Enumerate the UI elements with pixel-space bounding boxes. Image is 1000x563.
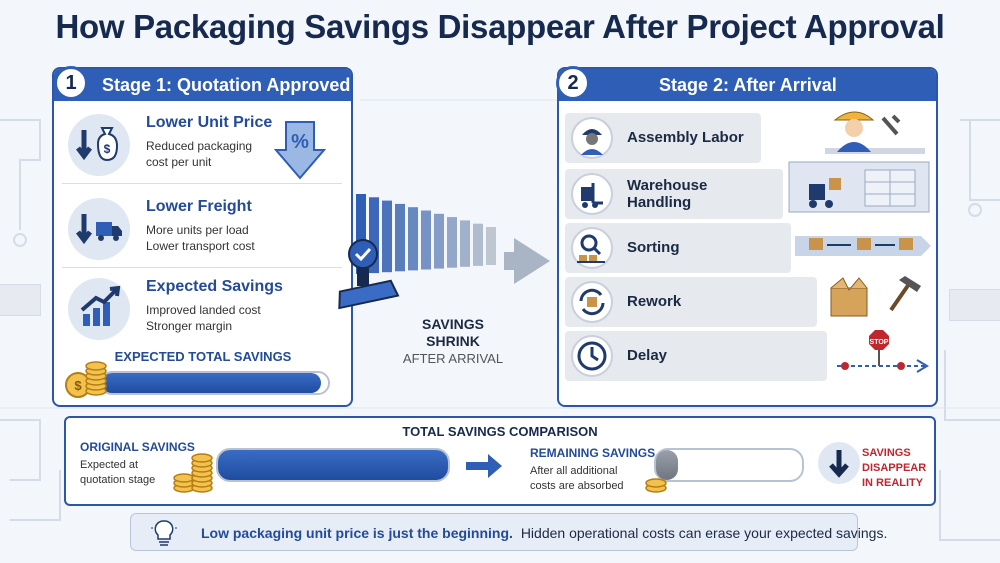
expected-total-bar <box>100 371 330 395</box>
stage2-header: Stage 2: After Arrival <box>559 69 936 101</box>
tip-rest: Hidden operational costs can erase your … <box>520 525 888 541</box>
remaining-savings-label: REMAINING SAVINGS <box>530 446 656 460</box>
original-savings-bar <box>216 448 450 482</box>
item-title: Expected Savings <box>146 278 283 295</box>
shrink-bar <box>395 203 405 272</box>
svg-text:%: % <box>291 131 309 153</box>
shrink-bar <box>408 207 418 271</box>
cost-label: Delay <box>627 347 668 364</box>
list-item: Expected Savings Improved landed cost St… <box>62 270 342 348</box>
cost-label: Sorting <box>627 239 680 256</box>
shrinking-bars-arrow <box>356 194 550 284</box>
list-item: Assembly Labor <box>565 113 761 163</box>
gold-coins-icon: $ <box>65 361 107 398</box>
original-savings-bar-fill <box>218 450 448 480</box>
cost-label: Warehouse Handling <box>627 177 708 211</box>
expected-total-bar-fill <box>102 373 322 393</box>
remaining-savings-bar <box>654 448 804 482</box>
list-item: Delay <box>565 331 827 381</box>
list-item: $ Lower Unit Price Reduced packaging cos… <box>62 106 342 184</box>
page-title: How Packaging Savings Disappear After Pr… <box>55 8 945 45</box>
list-item: Lower Freight More units per load Lower … <box>62 190 342 268</box>
svg-text:$: $ <box>74 378 82 393</box>
small-coins-icon <box>645 478 667 493</box>
warehouse-illustration-icon <box>788 161 930 213</box>
list-item: Warehouse Handling <box>565 169 783 219</box>
remaining-savings-bar-fill <box>656 450 678 480</box>
growth-chart-icon <box>68 278 130 340</box>
gold-coins-stack-icon <box>173 453 213 493</box>
remaining-savings-desc: After all additional costs are absorbed <box>530 465 624 492</box>
item-title: Lower Unit Price <box>146 114 273 131</box>
list-item: Sorting <box>565 223 791 273</box>
shrink-bar <box>447 217 457 268</box>
svg-text:$: $ <box>104 142 111 156</box>
expected-total-savings: EXPECTED TOTAL SAVINGS $ <box>62 345 344 401</box>
stage1-header: Stage 1: Quotation Approved <box>54 69 351 101</box>
shrink-bar <box>434 213 444 269</box>
shrink-bar <box>473 223 483 266</box>
savings-disappear-label: SAVINGS DISAPPEAR IN REALITY <box>862 447 927 489</box>
shrink-bar <box>421 210 431 270</box>
right-arrow-icon <box>466 454 502 478</box>
item-desc: More units per load Lower transport cost <box>146 223 255 253</box>
stage1-title: Stage 1: Quotation Approved <box>102 74 351 95</box>
savings-shrink-label: SAVINGS SHRINK AFTER ARRIVAL <box>402 316 504 366</box>
comparison-title: TOTAL SAVINGS COMPARISON <box>402 424 598 439</box>
tip-banner: Low packaging unit price is just the beg… <box>130 513 887 551</box>
cost-label: Rework <box>627 293 682 310</box>
item-desc: Reduced packaging cost per unit <box>146 139 253 169</box>
damaged-box-hammer-icon <box>830 276 921 317</box>
shrink-bar <box>382 200 392 273</box>
stage2-number-badge: 2 <box>556 66 590 100</box>
clock-icon <box>571 335 613 377</box>
stage2-illustrations: STOP <box>788 111 931 373</box>
shrink-bar <box>369 197 379 274</box>
stage2-cost-list: Assembly Labor Warehouse Handling Sortin… <box>557 99 938 405</box>
stage1-number-badge: 1 <box>54 66 88 100</box>
sorting-conveyor-icon <box>795 236 931 256</box>
stage1-items: $ Lower Unit Price Reduced packaging cos… <box>52 100 353 340</box>
comparison-panel: TOTAL SAVINGS COMPARISON ORIGINAL SAVING… <box>64 416 936 506</box>
rework-cycle-icon <box>571 281 613 323</box>
tip-bold: Low packaging unit price is just the beg… <box>201 525 513 541</box>
approval-stamp-icon <box>338 239 400 310</box>
magnifier-boxes-icon <box>571 227 613 269</box>
original-savings-desc: Expected at quotation stage <box>80 459 156 486</box>
list-item: Rework <box>565 277 817 327</box>
truck-down-icon <box>68 198 130 260</box>
cost-label: Assembly Labor <box>627 129 744 146</box>
svg-text:STOP: STOP <box>870 339 889 346</box>
forklift-icon <box>571 173 613 215</box>
money-bag-down-icon: $ <box>68 114 130 176</box>
item-title: Lower Freight <box>146 198 252 215</box>
down-arrow-circle-icon <box>818 442 860 484</box>
shrink-bar <box>460 220 470 267</box>
tip-text: Low packaging unit price is just the beg… <box>201 525 887 541</box>
worker-illustration-icon <box>825 111 925 154</box>
percent-down-arrow-icon: % <box>274 121 326 180</box>
original-savings-label: ORIGINAL SAVINGS <box>80 440 195 454</box>
stage2-title: Stage 2: After Arrival <box>659 74 837 95</box>
stop-sign-timeline-icon: STOP <box>837 330 929 373</box>
lightbulb-icon <box>151 518 177 546</box>
item-desc: Improved landed cost Stronger margin <box>146 303 261 333</box>
expected-total-label: EXPECTED TOTAL SAVINGS <box>114 349 292 364</box>
shrink-bar <box>486 227 496 265</box>
worker-icon <box>571 117 613 159</box>
shrink-bar <box>356 194 366 274</box>
